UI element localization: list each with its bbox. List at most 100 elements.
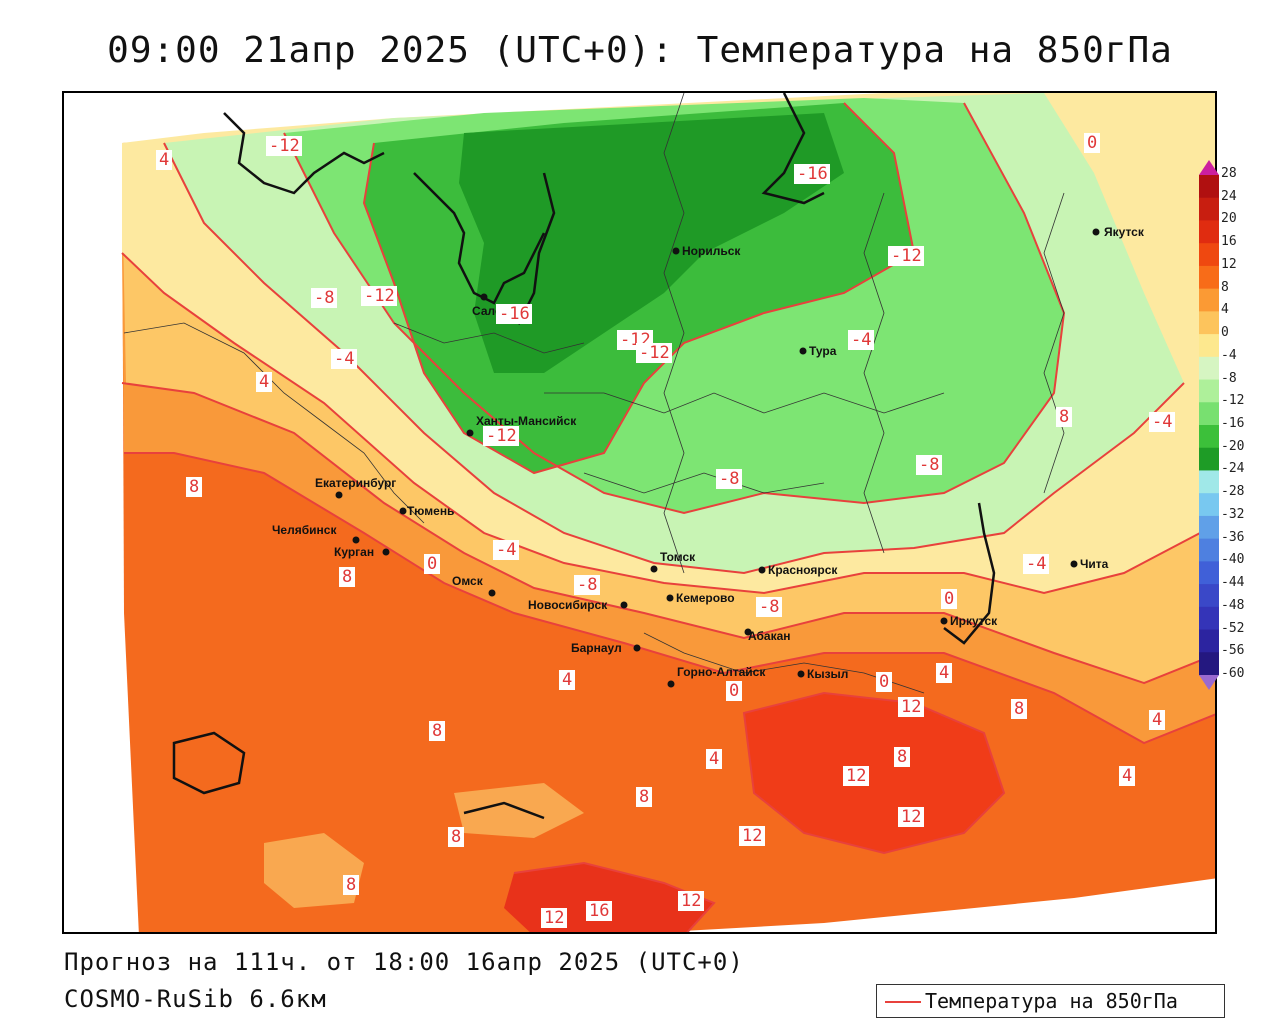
city-dot[interactable]	[620, 601, 628, 609]
isotherm-label: 4	[156, 150, 172, 170]
isotherm-label: -4	[493, 540, 519, 560]
svg-text:-12: -12	[269, 136, 300, 156]
scale-swatch	[1199, 425, 1219, 449]
scale-swatch	[1199, 538, 1219, 562]
temperature-map[interactable]: ЯкутскНорильскСалехардТураХанты-Мансийск…	[62, 91, 1217, 934]
scale-swatch	[1199, 334, 1219, 358]
scale-tick-label: -16	[1221, 416, 1245, 431]
svg-text:-4: -4	[496, 540, 516, 560]
svg-text:-8: -8	[759, 597, 779, 617]
scale-tick-label: -36	[1221, 529, 1245, 545]
isotherm-label: 8	[1011, 699, 1027, 719]
isotherm-label: 0	[424, 554, 440, 574]
svg-text:4: 4	[562, 670, 572, 690]
city-dot[interactable]	[666, 594, 674, 602]
isotherm-label: -12	[888, 246, 924, 266]
svg-text:12: 12	[901, 807, 921, 827]
svg-text:4: 4	[939, 663, 949, 683]
isotherm-label: 12	[739, 826, 765, 846]
scale-tick-label: 20	[1221, 211, 1237, 227]
scale-swatch	[1199, 447, 1219, 471]
isotherm-label: 16	[586, 901, 612, 921]
scale-tick-label: 8	[1221, 279, 1229, 295]
warm-patch-1	[264, 833, 364, 908]
isotherm-label: 8	[343, 875, 359, 895]
city-dot[interactable]	[758, 566, 766, 574]
svg-text:0: 0	[879, 672, 889, 692]
scale-tick-label: -40	[1221, 552, 1245, 568]
scale-swatch	[1199, 493, 1219, 517]
isotherm-label: 12	[843, 766, 869, 786]
city-dot[interactable]	[382, 548, 390, 556]
svg-text:-4: -4	[1026, 554, 1046, 574]
svg-text:4: 4	[259, 372, 269, 392]
city-dot[interactable]	[335, 491, 343, 499]
isotherm-label: 4	[256, 372, 272, 392]
scale-tick-label: 28	[1221, 166, 1237, 181]
city-dot[interactable]	[466, 429, 474, 437]
city-label: Ханты-Мансийск	[476, 414, 577, 428]
zone-hot-1	[744, 693, 1004, 853]
city-dot[interactable]	[672, 247, 680, 255]
isotherm-label: -12	[361, 286, 397, 306]
scale-tick-label: -48	[1221, 597, 1245, 613]
city-dot[interactable]	[667, 680, 675, 688]
series-legend-label: Температура на 850гПа	[925, 989, 1178, 1013]
city-dot[interactable]	[488, 589, 496, 597]
scale-swatch	[1199, 652, 1219, 676]
city-dot[interactable]	[940, 617, 948, 625]
scale-swatch	[1199, 356, 1219, 381]
zone-below-minus16	[459, 113, 844, 373]
city-dot[interactable]	[1070, 560, 1078, 568]
city-dot[interactable]	[650, 565, 658, 573]
svg-text:-4: -4	[851, 330, 871, 350]
city-dot[interactable]	[352, 536, 360, 544]
city-dot[interactable]	[480, 293, 488, 301]
city-dot[interactable]	[799, 347, 807, 355]
svg-text:-8: -8	[719, 469, 739, 489]
isotherm-label: -12	[483, 426, 519, 446]
city-dot[interactable]	[399, 507, 407, 515]
svg-text:0: 0	[729, 681, 739, 701]
city-label: Тура	[809, 344, 837, 358]
series-legend: Температура на 850гПа	[876, 984, 1225, 1018]
isotherm-label: -16	[794, 164, 830, 184]
isotherm-label: -12	[266, 136, 302, 156]
color-scale-labels: 28 24 20 16 12 8 4 0 -4 -8 -12 -16 -20 -24 -28 -32 -36 -4…	[1221, 166, 1276, 681]
svg-text:8: 8	[432, 721, 442, 741]
city-label: Барнаул	[571, 641, 622, 655]
isotherm-label: 0	[876, 672, 892, 692]
svg-text:8: 8	[451, 827, 461, 847]
isotherm-label: 8	[636, 787, 652, 807]
isotherm-label: 4	[706, 749, 722, 769]
city-dot[interactable]	[797, 670, 805, 678]
isotherm-label: -12	[636, 343, 672, 363]
city-dot[interactable]	[744, 628, 752, 636]
svg-text:-12: -12	[364, 286, 395, 306]
svg-text:8: 8	[346, 875, 356, 895]
isotherm-label-layer: -124-16-120-8 -12-16-12-12-44-4-128-4-8-8…	[156, 133, 1175, 928]
scale-tick-label: -60	[1221, 666, 1245, 681]
isotherm-label: 4	[559, 670, 575, 690]
isotherm-label: 4	[1119, 766, 1135, 786]
svg-text:-12: -12	[639, 343, 670, 363]
city-dot[interactable]	[1092, 228, 1100, 236]
svg-text:8: 8	[639, 787, 649, 807]
svg-text:0: 0	[944, 589, 954, 609]
scale-tick-label: -20	[1221, 438, 1245, 454]
scale-tick-label: 4	[1221, 302, 1229, 318]
isotherm-label: 4	[936, 663, 952, 683]
svg-text:12: 12	[742, 826, 762, 846]
svg-text:4: 4	[709, 749, 719, 769]
svg-text:8: 8	[189, 477, 199, 497]
city-label: Омск	[452, 574, 484, 588]
svg-text:8: 8	[897, 747, 907, 767]
city-label: Екатеринбург	[315, 476, 396, 490]
city-dot[interactable]	[633, 644, 641, 652]
svg-text:8: 8	[1014, 699, 1024, 719]
svg-text:12: 12	[681, 891, 701, 911]
svg-text:16: 16	[589, 901, 609, 921]
city-label: Кемерово	[676, 591, 735, 605]
admin-borders	[123, 93, 1065, 694]
scale-tick-label: 0	[1221, 325, 1229, 341]
